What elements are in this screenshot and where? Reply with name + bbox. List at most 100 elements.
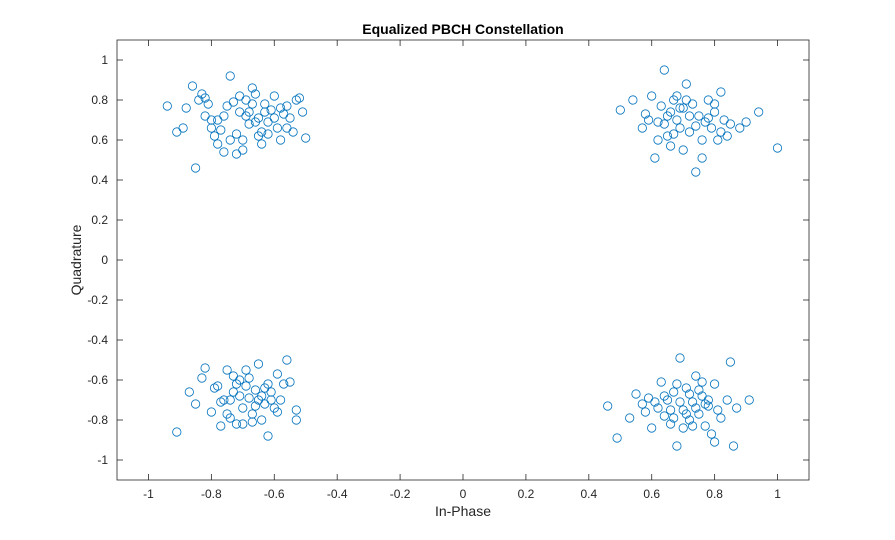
- data-point: [257, 415, 267, 425]
- data-point: [643, 115, 654, 125]
- data-point: [716, 87, 726, 97]
- data-point: [640, 407, 651, 417]
- data-point: [203, 99, 213, 109]
- data-point: [675, 397, 685, 407]
- data-point: [687, 397, 698, 407]
- data-point: [722, 395, 732, 405]
- data-point: [216, 397, 226, 407]
- data-point: [659, 65, 669, 75]
- data-point: [247, 409, 257, 419]
- data-point: [612, 433, 622, 443]
- data-point: [178, 123, 188, 133]
- data-point: [744, 395, 754, 405]
- data-point: [291, 405, 301, 415]
- data-point: [269, 91, 279, 101]
- x-tick-label: -1: [143, 487, 154, 501]
- data-point: [235, 391, 245, 401]
- data-point: [238, 135, 248, 145]
- data-point: [244, 393, 254, 403]
- data-point: [263, 129, 273, 139]
- data-point: [675, 353, 685, 363]
- data-point: [754, 107, 764, 117]
- x-tick-label: -0.2: [390, 487, 411, 501]
- data-point: [678, 145, 688, 155]
- data-point: [209, 131, 220, 141]
- data-point: [213, 139, 223, 149]
- data-point: [206, 123, 216, 133]
- data-point: [716, 413, 726, 423]
- y-tick-label: 0.4: [91, 173, 108, 187]
- data-point: [282, 123, 292, 133]
- data-point: [253, 359, 264, 369]
- x-tick-label: -0.8: [201, 487, 222, 501]
- x-tick-label: 0.6: [643, 487, 660, 501]
- data-point: [684, 127, 695, 137]
- data-point: [266, 105, 276, 115]
- data-point: [275, 135, 286, 145]
- data-point: [225, 71, 235, 81]
- data-point: [681, 409, 691, 419]
- data-point: [194, 95, 204, 105]
- data-point: [250, 401, 260, 411]
- x-axis-label: In-Phase: [435, 503, 491, 519]
- data-point: [225, 135, 235, 145]
- data-point: [672, 441, 682, 451]
- data-point: [275, 103, 286, 113]
- x-tick-label: 0.2: [518, 487, 535, 501]
- data-point: [238, 419, 248, 429]
- data-point: [691, 371, 701, 381]
- data-point: [694, 385, 704, 395]
- data-point: [231, 379, 242, 389]
- data-point: [231, 129, 242, 139]
- data-point: [653, 403, 663, 413]
- x-tick-label: 0.8: [706, 487, 723, 501]
- data-point: [706, 429, 717, 439]
- data-point: [678, 103, 688, 113]
- data-point: [691, 403, 701, 413]
- data-point: [659, 119, 669, 129]
- data-point: [257, 139, 267, 149]
- data-point: [197, 373, 207, 383]
- data-point: [301, 133, 311, 143]
- x-tick-label: 1: [774, 487, 781, 501]
- data-point: [291, 415, 301, 425]
- data-point: [191, 163, 201, 173]
- data-point: [238, 403, 248, 413]
- data-point: [713, 405, 723, 415]
- data-point: [260, 107, 270, 117]
- data-point: [291, 95, 301, 105]
- data-point: [228, 97, 238, 107]
- data-point: [200, 111, 210, 121]
- y-tick-label: -0.6: [87, 373, 108, 387]
- data-point: [241, 381, 251, 391]
- data-point: [615, 105, 625, 115]
- data-point: [209, 383, 220, 393]
- data-point: [200, 93, 210, 103]
- data-point: [216, 421, 226, 431]
- data-point: [687, 421, 698, 431]
- data-point: [213, 381, 223, 391]
- data-point: [684, 111, 695, 121]
- x-tick-label: 0: [460, 487, 467, 501]
- data-point: [672, 379, 682, 389]
- data-point: [665, 419, 676, 429]
- data-point: [709, 379, 720, 389]
- data-point: [235, 91, 245, 101]
- data-point: [656, 377, 666, 387]
- data-point: [706, 123, 717, 133]
- y-axis-label: Quadrature: [68, 224, 84, 295]
- data-point: [241, 365, 251, 375]
- data-point: [285, 113, 295, 123]
- data-point: [713, 135, 723, 145]
- data-point: [681, 79, 691, 89]
- data-point: [662, 131, 673, 141]
- data-point: [250, 117, 260, 127]
- data-point: [637, 399, 647, 409]
- data-point: [665, 405, 676, 415]
- data-point: [672, 115, 682, 125]
- y-tick-label: 0.6: [91, 133, 108, 147]
- data-point: [260, 99, 270, 109]
- data-point: [703, 113, 713, 123]
- data-point: [675, 123, 685, 133]
